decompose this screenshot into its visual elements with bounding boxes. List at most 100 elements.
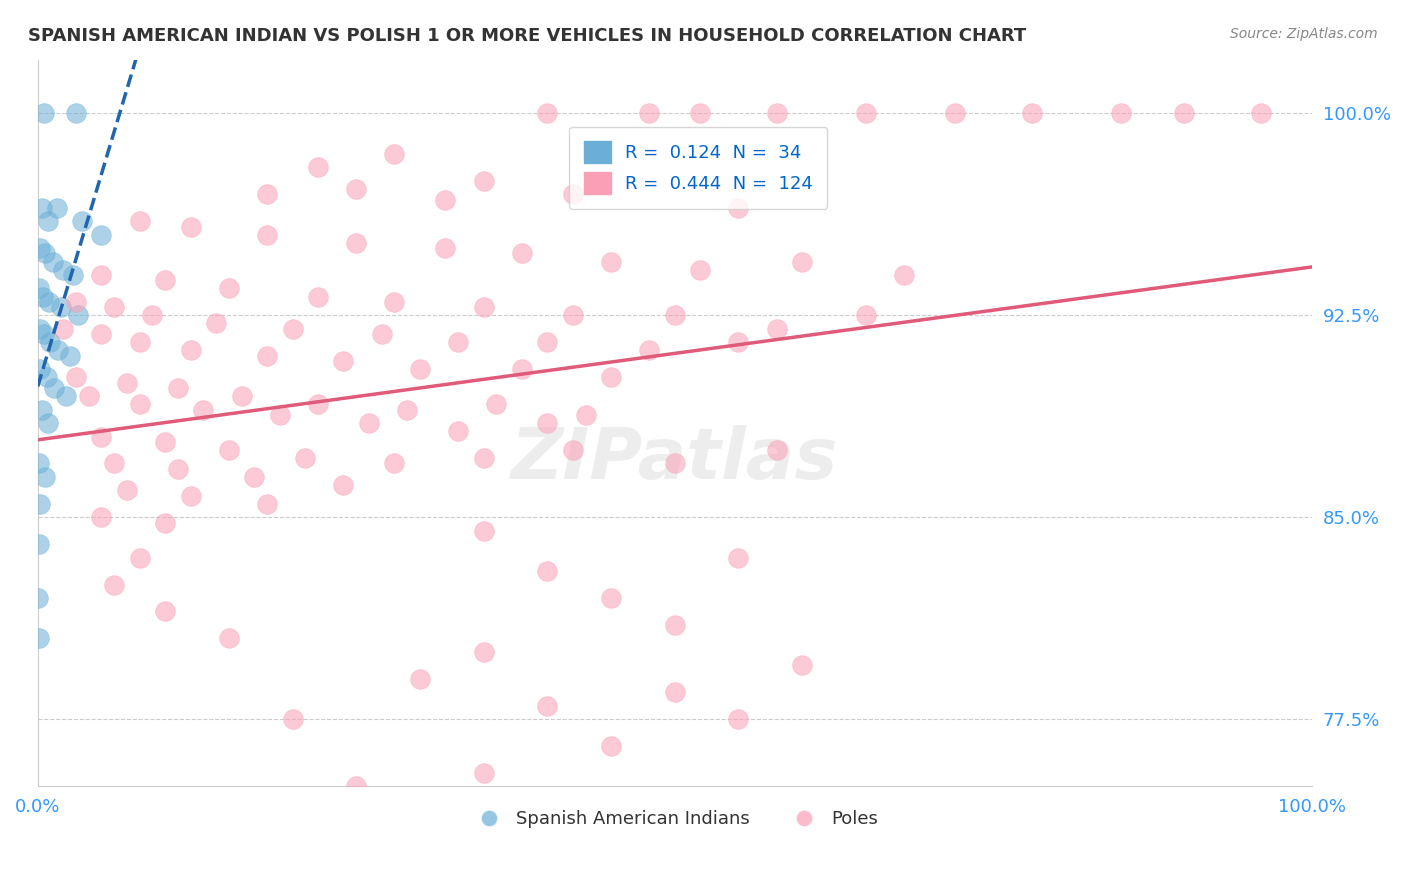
Point (166, 462, 188, 476)
Point (115, 376, 138, 390)
Point (536, 698, 558, 713)
Point (52, 322, 75, 336)
Point (1021, 106, 1043, 120)
Point (128, 335, 150, 350)
Point (103, 300, 125, 314)
Point (1109, 106, 1132, 120)
Point (307, 397, 329, 411)
Point (792, 658, 814, 673)
Point (638, 343, 661, 358)
Point (115, 483, 138, 498)
Point (689, 262, 711, 277)
Point (332, 354, 354, 368)
Point (561, 187, 583, 202)
Point (218, 281, 240, 295)
Point (638, 106, 661, 120)
Point (727, 335, 749, 350)
Point (561, 309, 583, 323)
Point (600, 739, 623, 753)
Point (689, 106, 711, 120)
Point (153, 273, 176, 287)
Point (344, 235, 367, 250)
Point (409, 362, 432, 376)
Point (472, 450, 495, 465)
Point (370, 327, 392, 342)
Point (44, 381, 66, 395)
Point (31, 289, 53, 303)
Point (855, 309, 877, 323)
Point (269, 408, 291, 422)
Point (256, 227, 278, 242)
Point (447, 335, 470, 350)
Point (357, 416, 380, 430)
Point (281, 712, 304, 726)
Point (1250, 106, 1272, 120)
Legend: Spanish American Indians, Poles: Spanish American Indians, Poles (464, 803, 886, 836)
Point (38, 294, 60, 309)
Point (384, 294, 406, 309)
Point (28, 457, 51, 471)
Point (281, 322, 304, 336)
Point (37, 214, 59, 228)
Point (65, 294, 87, 309)
Point (536, 106, 558, 120)
Point (205, 317, 228, 331)
Point (90, 510, 112, 524)
Point (153, 516, 176, 530)
Point (664, 457, 686, 471)
Point (434, 241, 457, 255)
Point (472, 174, 495, 188)
Point (72, 214, 94, 228)
Point (128, 397, 150, 411)
Point (472, 766, 495, 780)
Point (58, 349, 80, 363)
Point (180, 343, 202, 358)
Point (472, 524, 495, 538)
Point (409, 672, 432, 686)
Point (600, 254, 623, 268)
Point (344, 780, 367, 794)
Point (67, 309, 90, 323)
Point (332, 478, 354, 492)
Point (128, 550, 150, 565)
Point (32, 327, 55, 342)
Point (180, 219, 202, 234)
Point (52, 262, 75, 277)
Point (31, 402, 53, 417)
Point (39, 335, 62, 350)
Point (35, 370, 58, 384)
Point (90, 327, 112, 342)
Point (600, 591, 623, 605)
Text: Source: ZipAtlas.com: Source: ZipAtlas.com (1230, 27, 1378, 41)
Point (128, 214, 150, 228)
Point (765, 442, 787, 457)
Point (434, 193, 457, 207)
Point (344, 182, 367, 196)
Point (536, 564, 558, 578)
Point (27, 591, 49, 605)
Point (447, 424, 470, 438)
Point (307, 161, 329, 175)
Point (765, 106, 787, 120)
Point (384, 457, 406, 471)
Point (42, 254, 65, 268)
Point (384, 146, 406, 161)
Point (218, 632, 240, 646)
Point (30, 241, 52, 255)
Point (193, 402, 215, 417)
Point (49, 300, 72, 314)
Point (561, 442, 583, 457)
Point (90, 268, 112, 282)
Point (510, 246, 533, 260)
Point (792, 254, 814, 268)
Text: SPANISH AMERICAN INDIAN VS POLISH 1 OR MORE VEHICLES IN HOUSEHOLD CORRELATION CH: SPANISH AMERICAN INDIAN VS POLISH 1 OR M… (28, 27, 1026, 45)
Point (218, 442, 240, 457)
Point (396, 402, 419, 417)
Point (34, 470, 56, 484)
Point (256, 497, 278, 511)
Point (256, 187, 278, 202)
Point (103, 577, 125, 591)
Point (765, 322, 787, 336)
Point (65, 106, 87, 120)
Point (46, 343, 69, 358)
